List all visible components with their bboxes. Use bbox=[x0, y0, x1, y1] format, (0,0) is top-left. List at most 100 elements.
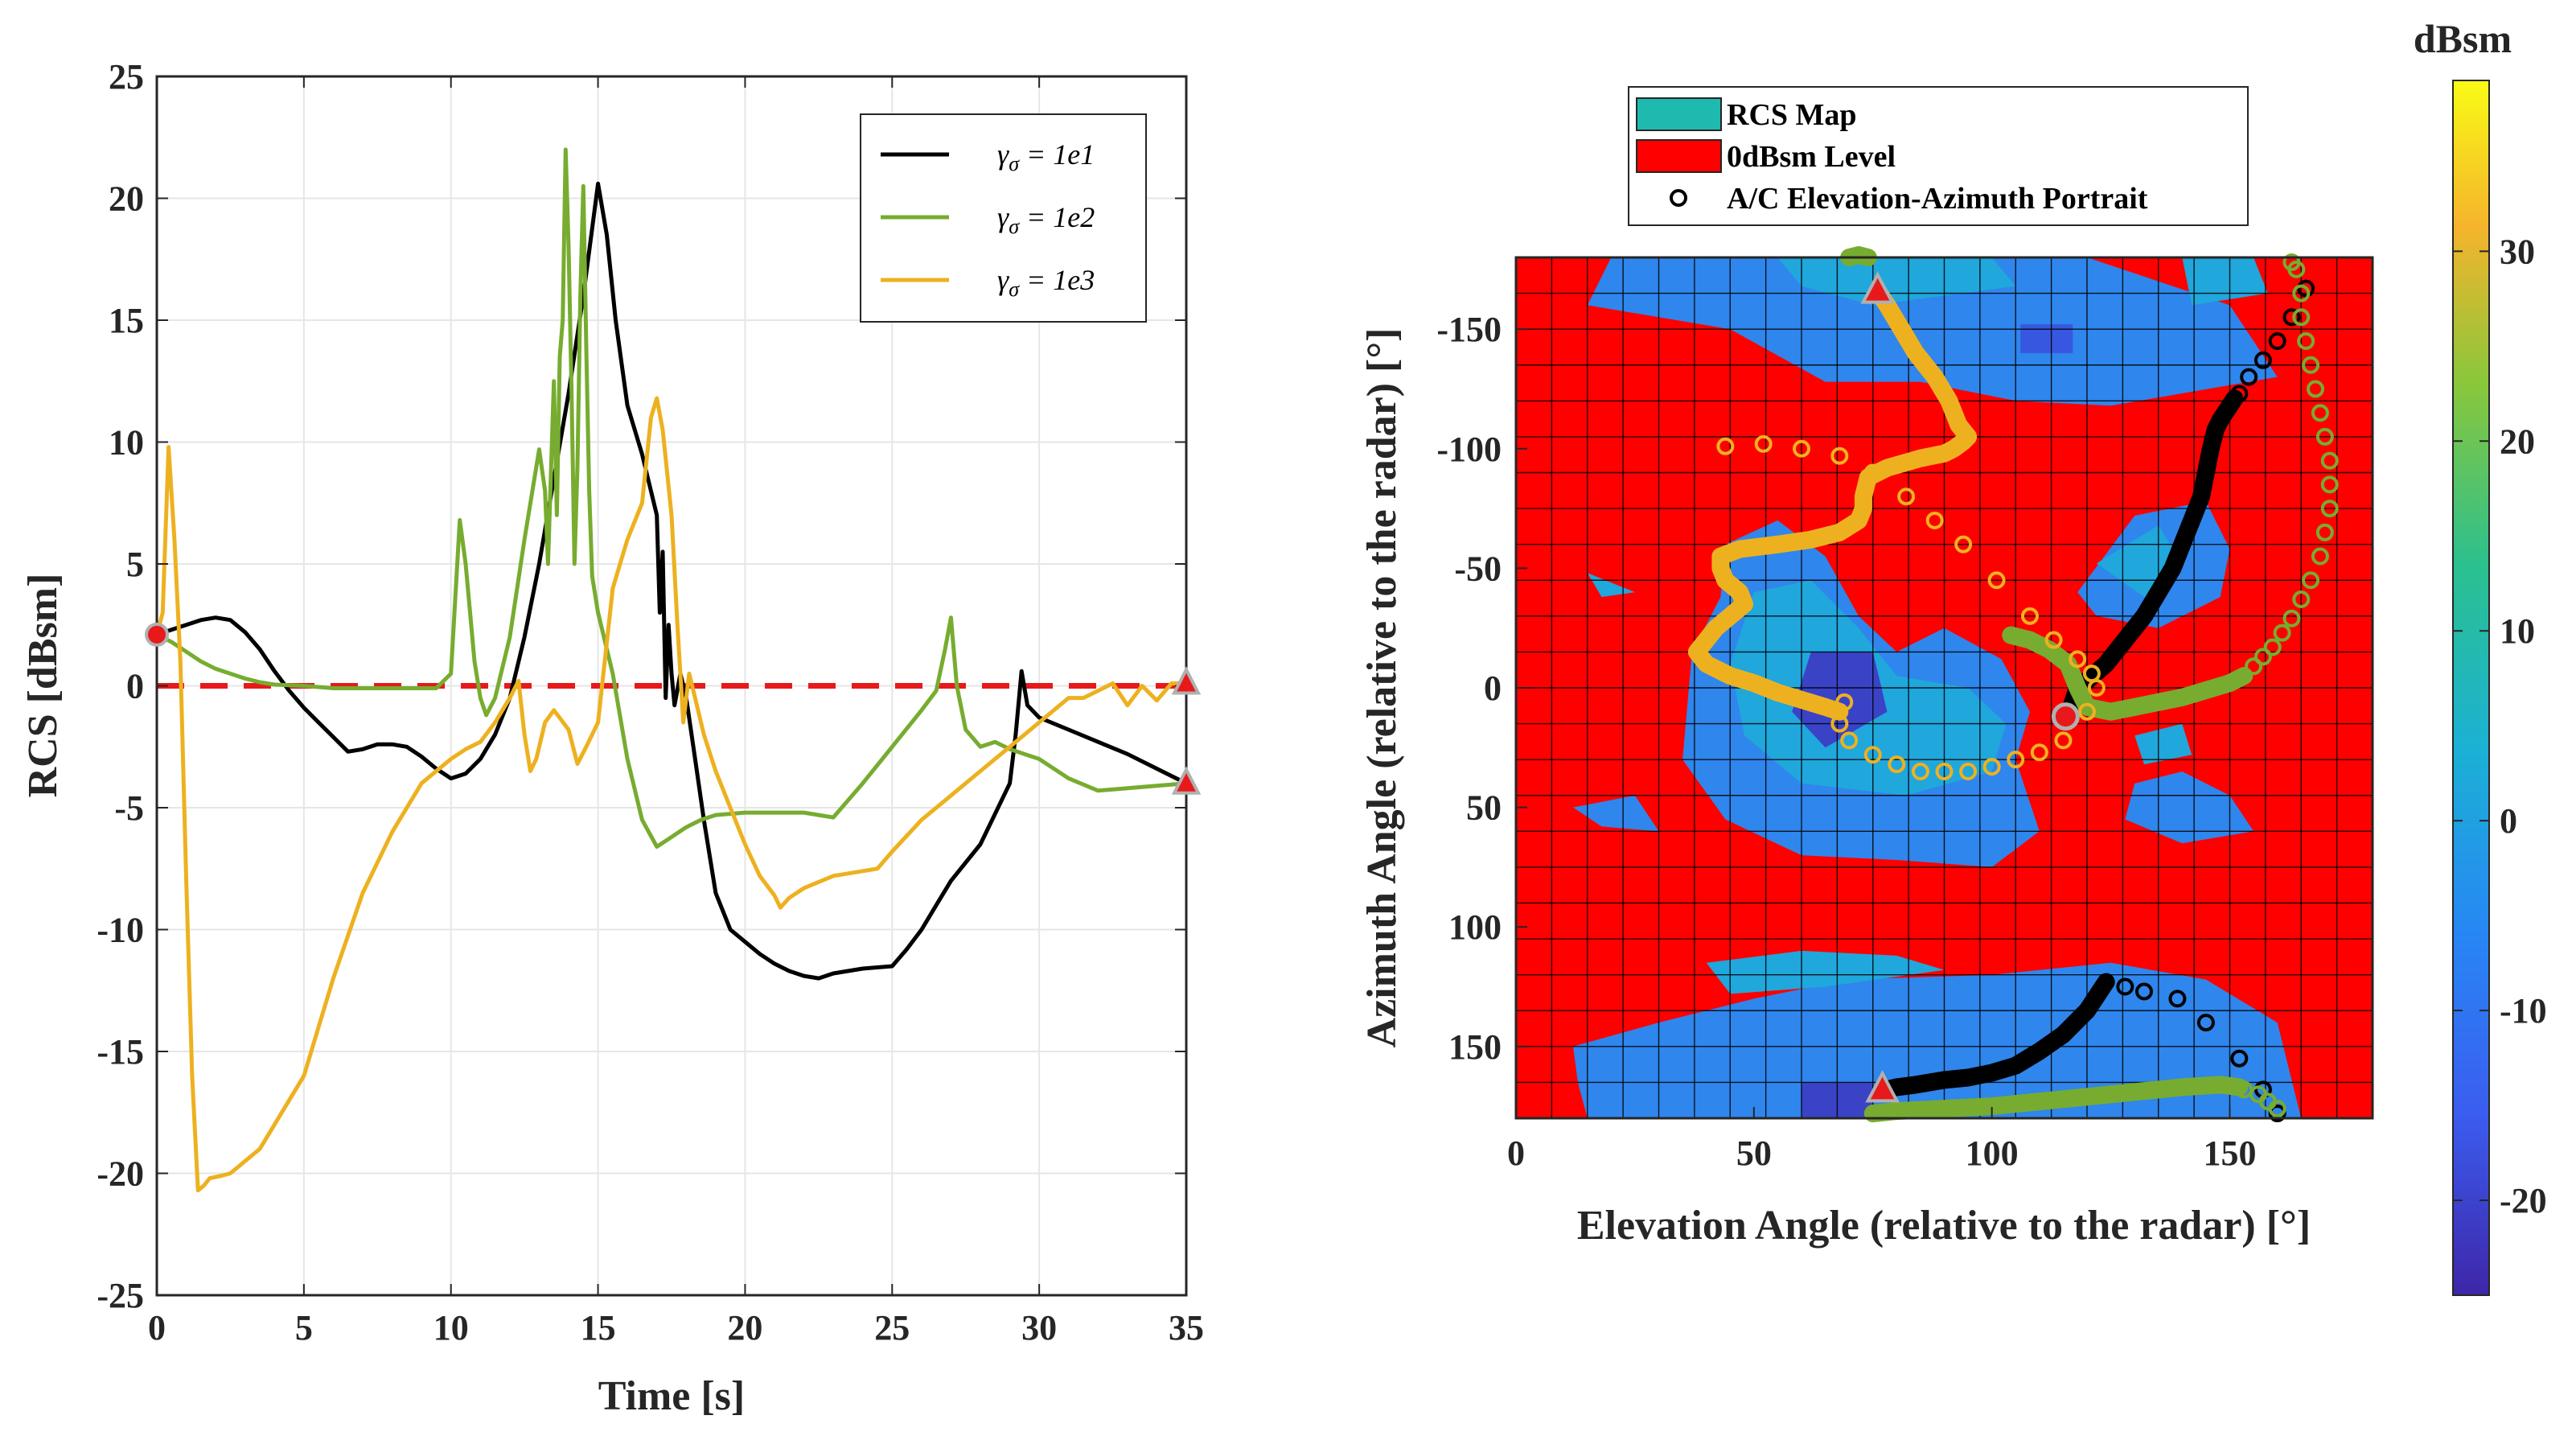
colorbar-bar bbox=[2452, 80, 2490, 1296]
colorbar: 30 20 10 0 -10 -20 dBsm bbox=[2414, 16, 2547, 1296]
portrait-point-1e3-portrait-orange-markers bbox=[1897, 488, 1916, 506]
legend-label-rest: = 1e2 bbox=[1019, 201, 1095, 233]
legend-label-rcs-map: RCS Map bbox=[1727, 98, 1857, 132]
portrait-point-1e1-portrait-black-markers bbox=[2297, 279, 2315, 298]
portrait-point-1e3-portrait-orange-markers bbox=[1863, 463, 1882, 482]
right-series-group bbox=[1687, 246, 2339, 1123]
portrait-point-1e2-portrait-green-markers bbox=[2320, 475, 2339, 494]
portrait-path-1e3-portrait-orange bbox=[1687, 282, 1978, 721]
portrait-point-1e2-portrait-green-markers bbox=[2253, 648, 2272, 666]
right-grid bbox=[1516, 257, 2373, 1118]
legend-label-1e1: γσ = 1e1 bbox=[997, 138, 1095, 175]
left-y-tick-label: -20 bbox=[97, 1154, 144, 1194]
right-y-tick-label: 100 bbox=[1448, 907, 1502, 947]
left-y-tick-label: 20 bbox=[109, 179, 144, 219]
portrait-point-1e2-portrait-green-markers bbox=[2245, 657, 2263, 676]
series-line-1e2 bbox=[157, 147, 1186, 849]
legend-label-sub: σ bbox=[1009, 215, 1020, 238]
portrait-point-1e3-portrait-orange-markers bbox=[2078, 702, 2096, 721]
right-y-tick-label: 150 bbox=[1448, 1027, 1502, 1067]
legend-label-main: γ bbox=[997, 138, 1009, 171]
portrait-point-1e1-portrait-bottom-black-markers bbox=[2135, 982, 2153, 1001]
right-y-tick-label: -150 bbox=[1436, 310, 1502, 349]
portrait-point-1e2-portrait-green-markers bbox=[2311, 404, 2329, 422]
right-x-tick-label: 50 bbox=[1736, 1134, 1772, 1173]
right-x-tick-label: 150 bbox=[2204, 1134, 2257, 1173]
portrait-point-1e3-portrait-orange-markers bbox=[1754, 434, 1773, 453]
portrait-point-1e2-portrait-green-markers bbox=[2292, 284, 2311, 302]
portrait-point-1e2-portrait-green-markers bbox=[2302, 571, 2320, 590]
portrait-path-1e1-portrait-bottom-black bbox=[1878, 973, 2115, 1099]
portrait-point-1e3-portrait-orange-markers bbox=[1830, 714, 1849, 733]
portrait-point-1e2-portrait-green-markers bbox=[2282, 609, 2301, 627]
rcs-region-11 bbox=[1573, 962, 2302, 1118]
portrait-point-1e3-portrait-orange-markers bbox=[1987, 571, 2006, 590]
right-x-tick-label: 100 bbox=[1966, 1134, 2019, 1173]
left-y-axis-title: RCS [dBsm] bbox=[20, 574, 66, 798]
left-y-tick-label: -5 bbox=[114, 788, 144, 828]
portrait-point-1e1-portrait-black-markers bbox=[2282, 308, 2301, 327]
portrait-point-1e2-portrait-green-markers bbox=[2320, 451, 2339, 470]
portrait-point-1e1-portrait-black-markers bbox=[2230, 385, 2249, 403]
legend-label-rest: = 1e3 bbox=[1019, 264, 1095, 296]
legend-label-0dbsm-level: 0dBsm Level bbox=[1727, 140, 1896, 174]
left-x-tick-label: 5 bbox=[295, 1308, 313, 1348]
legend-label-rest: = 1e1 bbox=[1019, 138, 1095, 171]
portrait-point-1e2-portrait-green-markers bbox=[2307, 380, 2324, 398]
right-y-axis-title: Azimuth Angle (relative to the radar) [°… bbox=[1359, 328, 1405, 1048]
portrait-point-1e2-portrait-green-markers bbox=[2282, 253, 2301, 271]
portrait-point-1e3-portrait-orange-markers bbox=[1863, 746, 1882, 764]
portrait-point-1e3-portrait-orange-markers bbox=[1888, 755, 1906, 774]
portrait-point-1e2-portrait-green-markers bbox=[2315, 523, 2334, 541]
left-x-tick-label: 30 bbox=[1021, 1308, 1057, 1348]
right-legend-box bbox=[1628, 86, 2249, 226]
portrait-point-1e3-portrait-orange-markers bbox=[2007, 751, 2025, 769]
right-y-tick-label: -100 bbox=[1436, 430, 1502, 469]
portrait-point-1e1-portrait-black-markers bbox=[2253, 351, 2272, 369]
colorbar-tick-label: -10 bbox=[2500, 991, 2547, 1031]
portrait-point-1e3-portrait-orange-markers bbox=[2030, 743, 2048, 762]
portrait-point-1e3-portrait-orange-markers bbox=[1830, 446, 1849, 465]
portrait-point-1e3-portrait-orange-markers bbox=[2082, 665, 2101, 683]
map-marker-circle bbox=[2051, 702, 2080, 731]
map-marker-triangle bbox=[1860, 271, 1895, 304]
right-x-axis-title: Elevation Angle (relative to the radar) … bbox=[1577, 1203, 2311, 1249]
portrait-point-1e3-portrait-orange-markers bbox=[2054, 731, 2073, 750]
left-y-tick-label: -25 bbox=[97, 1276, 144, 1315]
legend-circle-a-c-elevation-azimuth-portrait bbox=[1670, 189, 1687, 207]
portrait-path-1e1-portrait-black bbox=[2059, 389, 2244, 726]
colorbar-tick-label: -20 bbox=[2500, 1181, 2547, 1220]
legend-patch-rcs-map bbox=[1636, 97, 1722, 131]
portrait-point-1e2-portrait-green-markers bbox=[2292, 590, 2311, 609]
left-series-group bbox=[157, 147, 1186, 1193]
left-x-tick-label: 35 bbox=[1169, 1308, 1204, 1348]
portrait-point-1e3-portrait-orange-markers bbox=[1954, 535, 1973, 553]
portrait-point-1e2-portrait-green-markers bbox=[2320, 500, 2339, 518]
rcs-map-chart: 0 50 100 150 -150 -100 -50 0 50 100 150 Elevation … bbox=[1359, 86, 2374, 1249]
series-line-1e1 bbox=[157, 181, 1186, 981]
rcs-region-3 bbox=[2020, 324, 2073, 353]
legend-label-main: γ bbox=[997, 264, 1009, 296]
portrait-point-1e2-portrait-green-markers bbox=[2263, 638, 2282, 656]
portrait-point-1e3-portrait-orange-markers bbox=[1835, 693, 1854, 711]
colorbar-tick-label: 0 bbox=[2500, 801, 2517, 841]
left-y-tick-label: 5 bbox=[126, 545, 144, 584]
portrait-point-1e2-portrait-green-markers bbox=[2315, 427, 2334, 446]
rcs-region-9 bbox=[2125, 771, 2254, 844]
legend-label-main: γ bbox=[997, 201, 1009, 233]
portrait-point-1e3-portrait-orange-markers bbox=[1793, 439, 1810, 458]
left-y-tick-label: -15 bbox=[97, 1032, 144, 1072]
right-y-tick-label: -50 bbox=[1454, 549, 1502, 588]
right-y-tick-label: 0 bbox=[1484, 669, 1502, 708]
rcs-time-chart: 0 5 10 15 20 25 30 35 25 20 15 10 5 0 -5 -10 -15 -20 -25 T… bbox=[20, 57, 1204, 1419]
portrait-point-1e1-portrait-black-markers bbox=[2240, 368, 2258, 386]
portrait-point-1e3-portrait-orange-markers bbox=[2044, 631, 2063, 649]
colorbar-tick-label: 20 bbox=[2500, 422, 2535, 461]
colorbar-tick-label: 10 bbox=[2500, 611, 2535, 651]
colorbar-title: dBsm bbox=[2414, 16, 2512, 61]
portrait-point-1e2-portrait-green-markers bbox=[2292, 308, 2311, 327]
rcs-region-0 bbox=[1587, 257, 2278, 406]
legend-label-sub: σ bbox=[1009, 152, 1020, 175]
